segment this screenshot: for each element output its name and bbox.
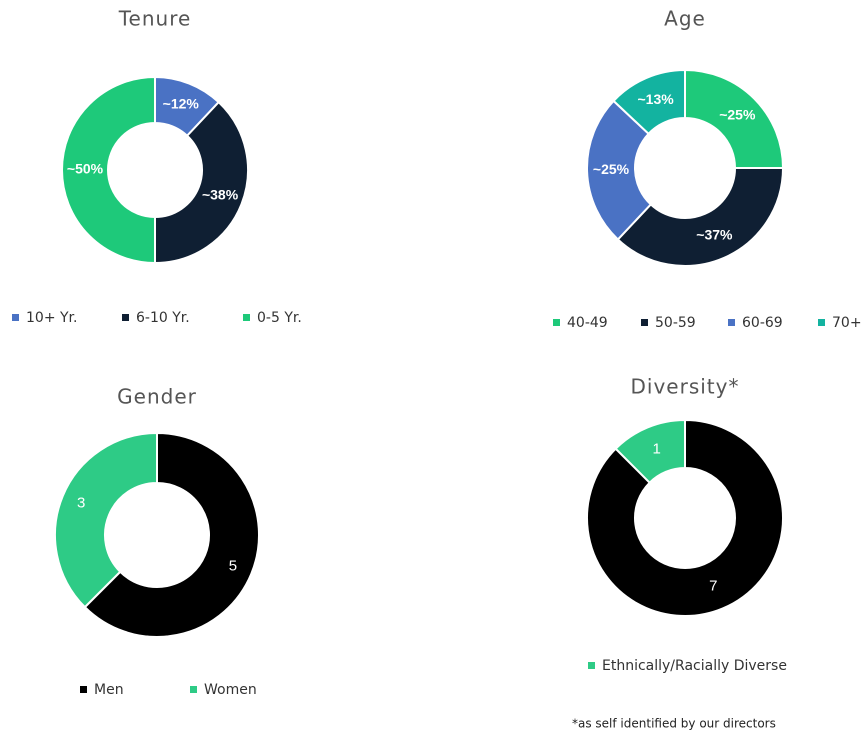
slice-label: ~25% [719,106,756,122]
donut-slice [612,68,686,136]
donut-slice [61,75,156,265]
legend-label: 0-5 Yr. [257,310,302,326]
legend-swatch [588,662,595,669]
legend-label: Women [204,682,257,698]
legend-label: 40-49 [567,315,608,331]
legend-label: 10+ Yr. [26,310,77,326]
donut-slice [54,431,158,609]
legend-swatch [728,319,735,326]
donut-slice [154,100,249,265]
footnote: *as self identified by our directors [572,717,776,731]
chart-title: Age [664,7,706,31]
donut-slice [586,99,653,241]
slice-label: ~13% [638,91,675,107]
legend-swatch [243,314,250,321]
legend-swatch [12,314,19,321]
legend-swatch [818,319,825,326]
chart-title: Tenure [118,7,192,31]
slice-label: ~12% [163,96,200,112]
legend-label: 6-10 Yr. [136,310,190,326]
legend-swatch [553,319,560,326]
chart-title: Diversity* [631,375,740,399]
legend-label: Men [94,682,124,698]
donut-slice [616,167,785,267]
donut-slice [614,418,686,485]
legend-swatch [641,319,648,326]
slice-label: ~38% [202,186,239,202]
donut-slice [684,68,785,169]
slice-label: ~37% [696,227,733,243]
legend-swatch [190,686,197,693]
donut-slice [83,431,260,638]
slice-label: 3 [77,495,85,512]
legend-swatch [122,314,129,321]
legend-swatch [80,686,87,693]
slice-label: ~25% [593,161,630,177]
legend-label: 50-59 [655,315,696,331]
chart-title: Gender [117,385,197,409]
slice-label: ~50% [67,161,104,177]
legend-label: 70+ [832,315,862,331]
legend-label: Ethnically/Racially Diverse [602,658,787,674]
legend-label: 60-69 [742,315,783,331]
slice-label: 1 [653,441,661,458]
slice-label: 5 [229,557,237,574]
donut-slice [586,418,784,617]
slice-label: 7 [709,577,717,594]
